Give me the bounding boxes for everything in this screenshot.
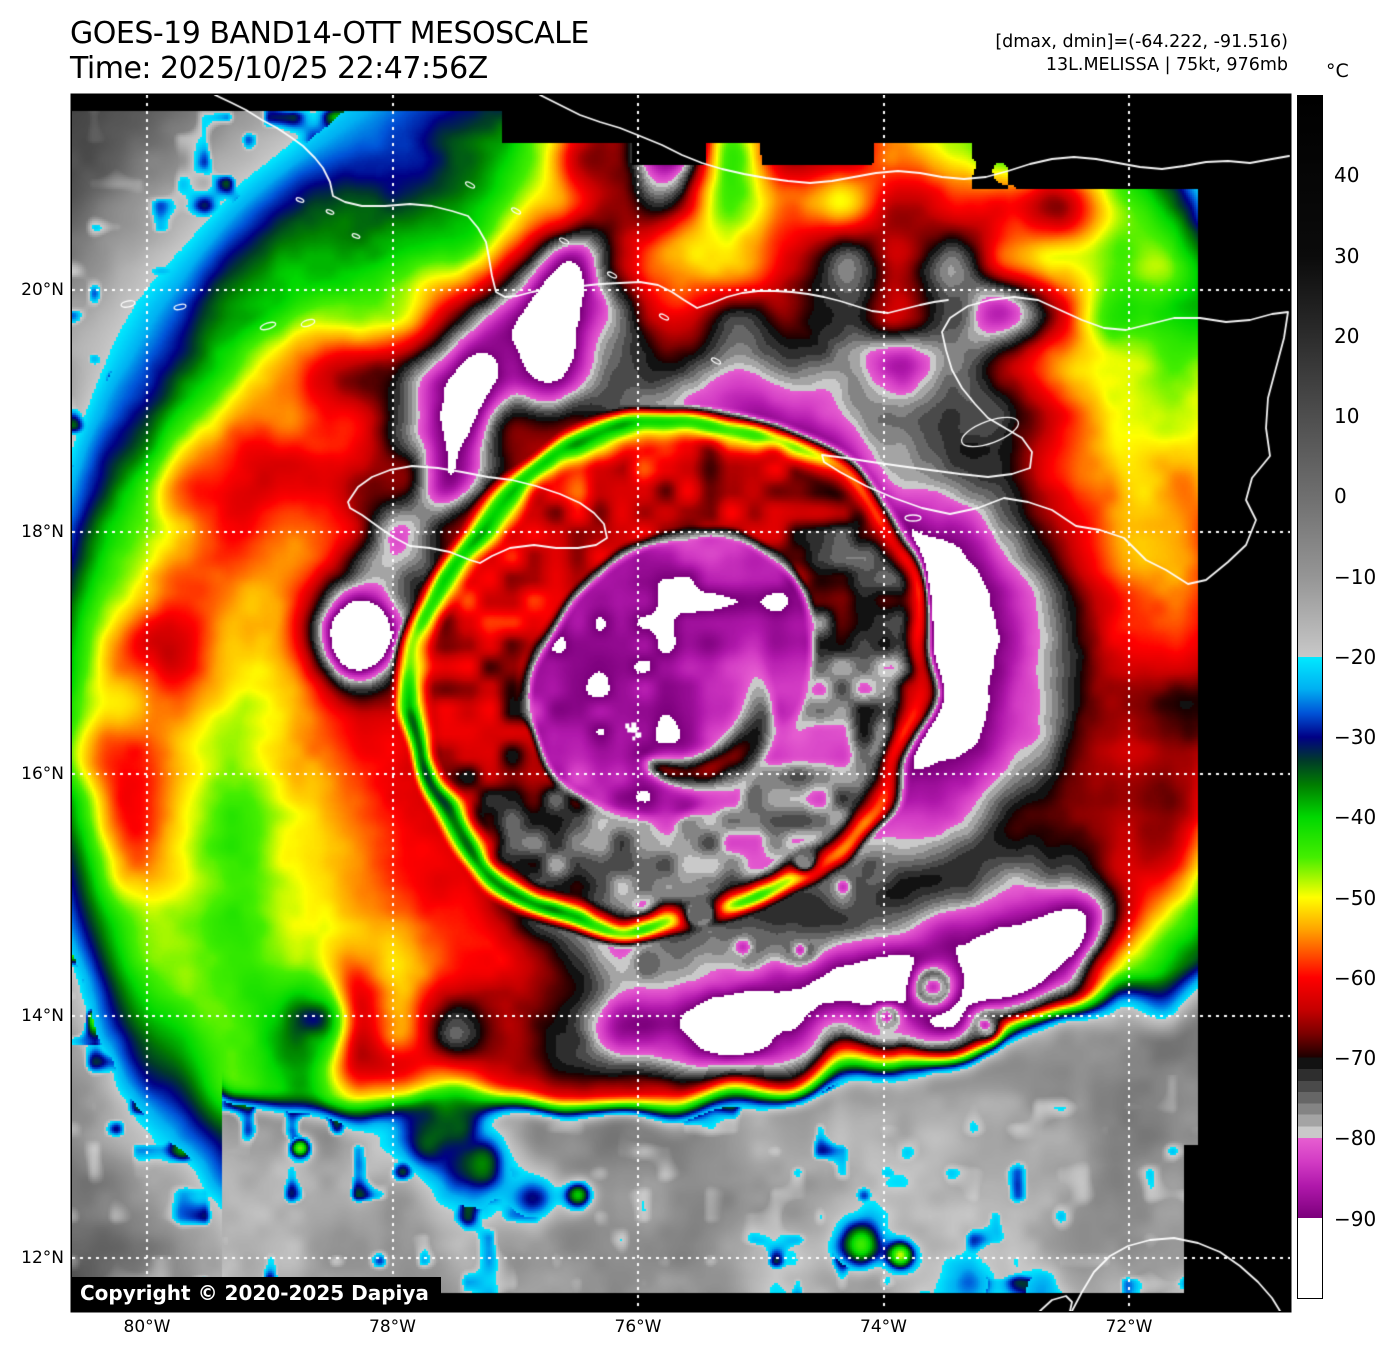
colorbar-tick: −50 — [1334, 885, 1377, 910]
colorbar-tick: −70 — [1334, 1046, 1377, 1071]
copyright-badge: Copyright © 2020-2025 Dapiya — [72, 1277, 441, 1311]
lat-label: 20°N — [21, 280, 64, 300]
header-right-block: [dmax, dmin]=(-64.222, -91.516) 13L.MELI… — [995, 31, 1288, 77]
lat-label: 16°N — [21, 764, 64, 784]
lat-label: 18°N — [21, 522, 64, 542]
colorbar-unit-label: °C — [1326, 60, 1349, 82]
colorbar-tick: 0 — [1334, 484, 1347, 509]
colorbar-tick: −60 — [1334, 965, 1377, 990]
colorbar — [1297, 95, 1323, 1299]
header-block: GOES-19 BAND14-OTT MESOSCALE Time: 2025/… — [70, 16, 589, 86]
lon-label: 76°W — [614, 1317, 662, 1337]
colorbar-tick: 30 — [1334, 243, 1360, 268]
lon-label: 80°W — [123, 1317, 171, 1337]
colorbar-tick: −30 — [1334, 725, 1377, 750]
colorbar-gradient — [1298, 96, 1322, 1298]
lat-label: 12°N — [21, 1248, 64, 1268]
satellite-map: Copyright © 2020-2025 Dapiya — [72, 95, 1290, 1311]
lon-label: 74°W — [860, 1317, 907, 1337]
colorbar-tick: −20 — [1334, 644, 1377, 669]
colorbar-tick: −80 — [1334, 1126, 1377, 1151]
lat-label: 14°N — [21, 1006, 64, 1026]
satellite-imagery-canvas — [72, 95, 1290, 1311]
lon-label: 78°W — [369, 1317, 416, 1337]
colorbar-tick: 20 — [1334, 323, 1360, 348]
colorbar-tick: 10 — [1334, 404, 1360, 429]
colorbar-tick: −40 — [1334, 805, 1377, 830]
colorbar-tick: −90 — [1334, 1206, 1377, 1231]
colorbar-tick: −10 — [1334, 564, 1377, 589]
timestamp: Time: 2025/10/25 22:47:56Z — [70, 51, 488, 86]
product-title: GOES-19 BAND14-OTT MESOSCALE — [70, 16, 589, 51]
lon-label: 72°W — [1105, 1317, 1153, 1337]
colorbar-tick: 40 — [1334, 163, 1360, 188]
storm-info: 13L.MELISSA | 75kt, 976mb — [1045, 55, 1288, 75]
dmax-dmin-readout: [dmax, dmin]=(-64.222, -91.516) — [995, 32, 1288, 52]
